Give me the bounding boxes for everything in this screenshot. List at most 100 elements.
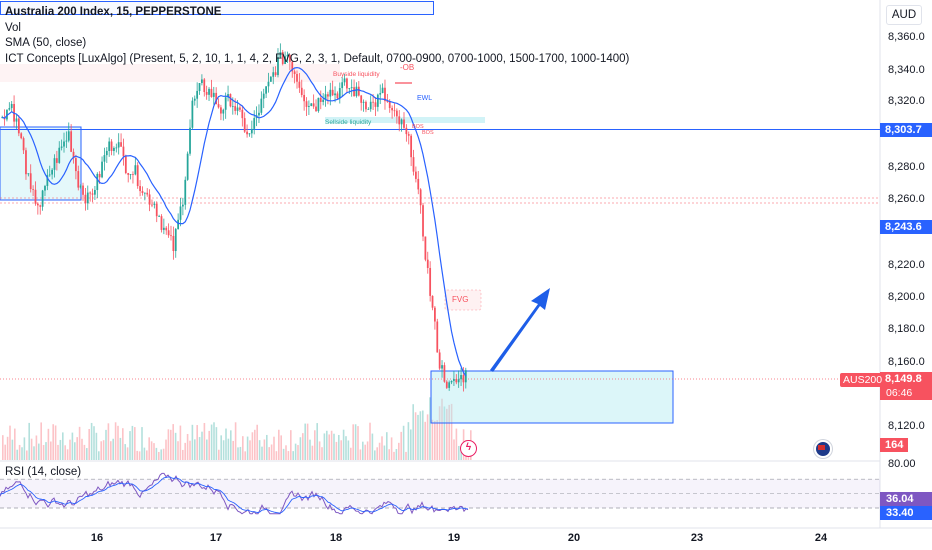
candle-body [96,173,99,190]
price-axis-label: 8,200.0 [888,291,925,303]
volume-bar [350,447,352,460]
volume-bar [287,451,290,460]
chart-annotation: Buyside liquidity [333,71,380,78]
volume-bar [242,436,244,460]
volume-bar [460,448,462,460]
volume-bar [328,434,330,460]
candle-body [215,92,218,105]
candle-body [310,103,313,106]
legend-highlight-box [0,1,434,15]
volume-bar [273,436,275,460]
legend-sma[interactable]: SMA (50, close) [5,37,87,49]
volume-bar [378,442,381,460]
volume-bar [302,433,304,460]
volume-bar [11,439,14,460]
volume-bar [359,449,362,460]
volume-bar [172,424,174,460]
candle-body [367,109,370,110]
volume-bar [417,414,419,460]
australia-flag-icon[interactable] [814,440,832,458]
candle-body [372,101,374,103]
volume-bar [93,426,95,460]
candle-body [46,175,49,187]
volume-bar [182,449,184,460]
volume-bar [251,432,254,460]
candle-body [400,119,403,125]
rsi-legend[interactable]: RSI (14, close) [5,466,82,478]
volume-bar [393,451,395,460]
candle-body [98,173,101,178]
candle-body [141,191,144,193]
price-tag-level-1[interactable]: 8,303.7 [880,123,932,137]
volume-bar [134,427,136,460]
candle-body [231,106,234,107]
volume-bar [62,432,64,460]
candle-body [336,93,339,99]
price-tag-last[interactable]: 8,149.8 [880,372,932,386]
volume-bar [162,448,165,460]
volume-bar [244,451,246,460]
volume-bar [16,449,18,460]
candle-body [464,370,467,383]
currency-selector[interactable]: AUD [886,5,922,25]
volume-bar [306,423,309,460]
legend-ict-concepts[interactable]: ICT Concepts [LuxAlgo] (Present, 5, 2, 1… [5,52,630,65]
candle-body [388,101,391,108]
volume-tag: 164 [880,438,908,452]
candle-body [201,79,203,84]
candle-body [395,110,398,117]
volume-bar [340,440,342,460]
volume-bar [47,428,50,460]
lightning-icon[interactable]: ϟ [460,440,477,457]
candle-body [224,97,227,110]
volume-bar [254,429,256,460]
legend-volume[interactable]: Vol [5,21,21,34]
candle-body [403,119,405,128]
volume-bar [83,444,86,460]
target-arrow [490,288,550,372]
candle-body [267,81,270,87]
volume-bar [110,441,112,460]
volume-bar [54,425,57,460]
volume-bar [189,440,191,460]
date-label: 23 [690,532,704,544]
candle-body [438,352,441,369]
rsi-ma-value-tag: 33.40 [880,506,932,520]
legend-title[interactable]: Australia 200 Index, 15, PEPPERSTONE [5,6,222,18]
candle-body [146,192,149,195]
candle-body [305,101,308,107]
volume-bar [352,424,354,460]
candle-body [113,147,115,151]
volume-bar [414,412,417,460]
volume-bar [261,446,263,460]
candle-body [412,157,415,172]
sellside-zone [325,117,485,123]
volume-bar [282,448,285,460]
volume-bar [215,427,218,460]
candle-body [426,259,429,268]
candle-body [151,204,153,206]
candle-body [181,204,184,207]
candle-body [384,87,386,102]
price-tag-level-2[interactable]: 8,243.6 [880,220,932,234]
volume-bar [179,425,182,460]
volume-bar [405,451,407,460]
volume-bar [275,451,278,460]
candle-body [212,92,215,97]
volume-bar [131,425,134,460]
candle-body [70,131,73,152]
candle-body [17,118,20,134]
volume-bar [90,422,93,460]
volume-bar [141,427,143,460]
volume-bar [88,429,90,460]
candle-body [10,103,13,109]
volume-bar [338,434,340,460]
volume-bar [194,439,196,460]
date-label: 19 [447,532,461,544]
volume-bar [256,424,258,460]
volume-bar [112,438,114,460]
volume-bar [98,451,100,460]
volume-bar [107,423,110,460]
